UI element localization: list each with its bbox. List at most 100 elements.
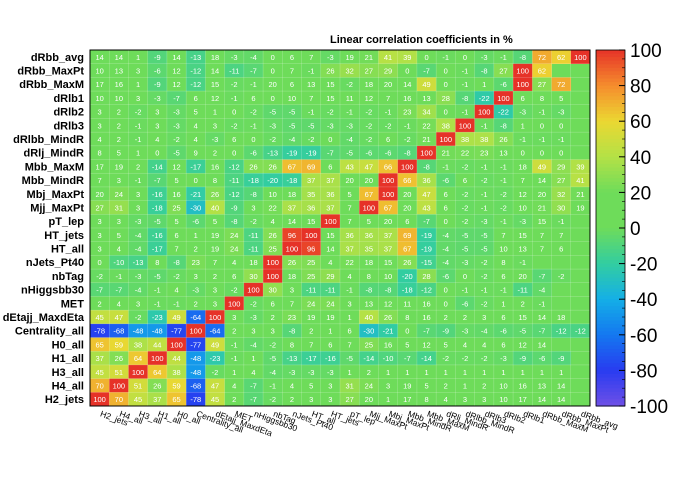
heatmap-cell <box>340 50 360 64</box>
heatmap-cell <box>109 241 129 256</box>
cell-value-label: 35 <box>365 245 373 254</box>
heatmap-cell <box>224 310 245 325</box>
heatmap-cell <box>436 310 456 325</box>
cell-value-label: 15 <box>326 231 334 240</box>
heatmap-cell <box>455 200 475 215</box>
cell-value-label: 100 <box>497 94 510 103</box>
heatmap-cell <box>147 228 168 242</box>
cell-value-label: 26 <box>384 313 392 322</box>
cell-value-label: 6 <box>501 313 505 322</box>
cell-value-label: 5 <box>405 340 409 349</box>
cell-value-label: 5 <box>213 217 217 226</box>
cell-value-label: -22 <box>498 108 509 117</box>
cell-value-label: 7 <box>540 245 544 254</box>
cell-value-label: -17 <box>152 245 163 254</box>
heatmap-cell <box>493 255 514 270</box>
cell-value-label: -5 <box>462 231 469 240</box>
heatmap-cell <box>513 186 533 201</box>
cell-value-label: 19 <box>403 381 411 390</box>
color-scale-segment <box>596 338 625 343</box>
heatmap-cell <box>416 269 437 284</box>
heatmap-cell <box>378 323 398 338</box>
cell-value-label: 10 <box>519 203 527 212</box>
heatmap-cell <box>320 296 341 311</box>
heatmap-cell <box>224 351 245 366</box>
cell-value-label: 7 <box>213 258 217 267</box>
heatmap-cell <box>359 378 379 393</box>
heatmap-cell <box>224 173 245 188</box>
heatmap-cell <box>397 118 418 133</box>
y-tick-label: dRbb_MaxM <box>19 79 84 91</box>
cell-value-label: 6 <box>232 135 236 144</box>
cell-value-label: -7 <box>539 272 546 281</box>
cell-value-label: 23 <box>288 313 296 322</box>
heatmap-cell <box>263 337 283 352</box>
heatmap-cell <box>186 200 206 215</box>
heatmap-cell <box>263 200 283 215</box>
cell-value-label: 7 <box>540 231 544 240</box>
cell-value-label: -17 <box>190 162 201 171</box>
cell-value-label: -2 <box>500 190 507 199</box>
heatmap-cell <box>205 255 225 270</box>
heatmap-cell <box>282 145 302 160</box>
heatmap-cell <box>359 296 379 311</box>
heatmap-cell <box>263 351 283 366</box>
cell-value-label: 14 <box>211 67 219 76</box>
heatmap-cell <box>359 255 379 270</box>
heatmap-cell <box>205 91 225 106</box>
y-tick-label: HT_jets <box>44 230 84 242</box>
heatmap-cell <box>109 50 129 64</box>
heatmap-cell <box>436 337 456 352</box>
cell-value-label: 36 <box>422 176 430 185</box>
heatmap-cell <box>474 282 495 297</box>
heatmap-cell <box>340 145 360 160</box>
heatmap-cell <box>224 228 245 242</box>
cell-value-label: -30 <box>190 203 201 212</box>
heatmap-cell <box>147 282 168 297</box>
heatmap-cell <box>474 255 495 270</box>
heatmap-cell <box>243 296 264 311</box>
cell-value-label: 0 <box>444 67 448 76</box>
heatmap-cell <box>513 118 533 133</box>
heatmap-cell <box>205 228 225 242</box>
cell-value-label: 66 <box>384 162 392 171</box>
heatmap-cell <box>147 159 168 174</box>
cell-value-label: 27 <box>345 395 353 404</box>
color-scale-segment <box>596 249 625 254</box>
heatmap-cell <box>186 337 206 352</box>
heatmap-cell <box>340 214 360 229</box>
heatmap-cell <box>474 323 495 338</box>
heatmap-cell <box>109 323 129 338</box>
heatmap-cell <box>340 255 360 270</box>
heatmap-cell <box>416 241 437 256</box>
cell-value-label: 15 <box>211 80 219 89</box>
cell-value-label: 0 <box>271 67 275 76</box>
cell-value-label: 2 <box>232 327 236 336</box>
cell-value-label: -1 <box>519 135 526 144</box>
color-scale-tick-label: -40 <box>630 290 657 311</box>
heatmap-cell <box>416 337 437 352</box>
cell-value-label: -23 <box>210 354 221 363</box>
color-scale-segment <box>596 146 625 151</box>
cell-value-label: 10 <box>269 190 277 199</box>
heatmap-cell <box>128 50 148 64</box>
cell-value-label: -6 <box>385 149 392 158</box>
cell-value-label: 100 <box>440 135 453 144</box>
heatmap-cell <box>416 63 437 78</box>
heatmap-cell <box>474 63 495 78</box>
color-scale-segment <box>596 398 625 404</box>
heatmap-cell <box>340 337 360 352</box>
heatmap-cell <box>455 145 475 160</box>
y-tick-label: H2_jets <box>45 394 84 406</box>
heatmap-cell <box>128 296 148 311</box>
heatmap-cell <box>263 214 283 229</box>
cell-value-label: 3 <box>194 272 198 281</box>
cell-value-label: -48 <box>152 327 163 336</box>
color-scale-segment <box>596 356 625 361</box>
cell-value-label: 4 <box>194 135 198 144</box>
heatmap-cell <box>359 351 379 366</box>
cell-value-label: 16 <box>422 313 430 322</box>
cell-value-label: -1 <box>500 162 507 171</box>
color-scale-segment <box>596 281 625 286</box>
